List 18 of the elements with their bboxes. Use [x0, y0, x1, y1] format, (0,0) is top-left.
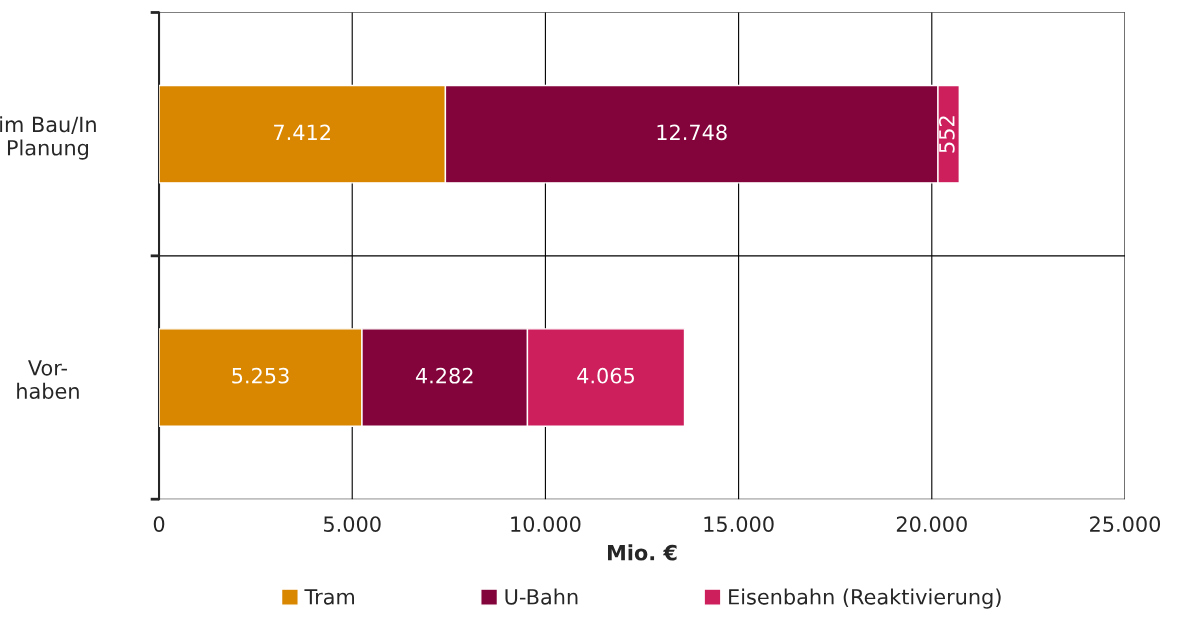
- data-label: 7.412: [274, 124, 330, 140]
- x-tick-label: 5.000: [324, 516, 381, 532]
- x-tick-label: 25.000: [1090, 516, 1161, 532]
- x-tick-label: 0: [153, 516, 165, 532]
- legend-label: U-Bahn: [505, 588, 578, 605]
- data-label: 552: [938, 116, 955, 153]
- x-axis-title: Mio. €: [608, 544, 677, 561]
- data-label: 4.282: [415, 367, 473, 384]
- x-tick-label: 20.000: [896, 516, 967, 532]
- y-tick-label: Vor- haben: [17, 360, 79, 399]
- data-label: 12.748: [657, 124, 727, 141]
- data-label: 4.065: [577, 367, 634, 384]
- legend-label: Eisenbahn (Reaktivierung): [729, 588, 1001, 609]
- legend-label: Tram: [304, 589, 354, 605]
- data-label: 5.253: [232, 367, 289, 384]
- y-tick-label: im Bau/In Planung: [0, 116, 96, 160]
- x-tick-label: 15.000: [704, 516, 774, 532]
- x-tick-label: 10.000: [511, 516, 581, 532]
